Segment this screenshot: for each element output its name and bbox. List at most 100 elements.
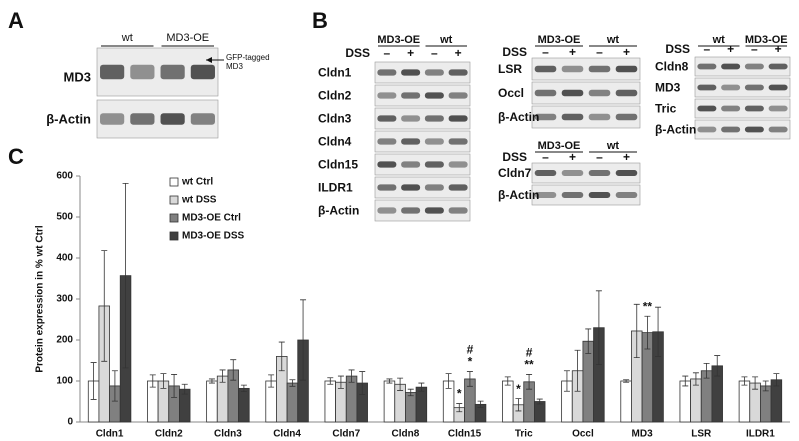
lane-label: + — [569, 45, 576, 59]
blot-strip — [374, 107, 471, 130]
y-tick-label: 500 — [56, 212, 73, 223]
blot-band — [561, 192, 584, 198]
row-label: MD3 — [655, 81, 681, 95]
lane-label: + — [455, 46, 462, 60]
group-label: MD3-OE — [377, 34, 420, 46]
legend-label: MD3-OE Ctrl — [182, 213, 241, 224]
blot-band — [561, 65, 584, 73]
error-bar — [240, 384, 247, 393]
row-label: Cldn3 — [318, 112, 352, 126]
error-bar — [289, 379, 296, 387]
panel-label: A — [8, 8, 24, 33]
group-label: wt — [606, 140, 620, 152]
error-bar — [536, 398, 543, 405]
blot-strip — [694, 77, 791, 98]
lane-label: – — [596, 45, 603, 59]
bar — [383, 380, 396, 423]
bar — [206, 380, 218, 423]
error-bar — [386, 378, 393, 384]
error-bar — [595, 290, 602, 365]
lane-label: + — [727, 42, 734, 56]
blot-band — [534, 192, 557, 198]
blot-band — [448, 69, 468, 76]
x-tick-label: Cldn8 — [392, 429, 420, 440]
row-label: Cldn2 — [318, 89, 352, 103]
row-label: ILDR1 — [318, 181, 353, 195]
y-tick-label: 600 — [56, 171, 73, 182]
row-label: Cldn15 — [318, 158, 358, 172]
error-bar — [714, 355, 721, 377]
blot-band — [377, 69, 397, 76]
error-bar — [348, 369, 355, 383]
significance-mark: # — [467, 343, 474, 357]
treatment-label: DSS — [345, 46, 370, 60]
x-tick-label: ILDR1 — [746, 429, 775, 440]
blot-strip — [694, 56, 791, 77]
group-label: MD3-OE — [538, 34, 581, 46]
blot-band — [448, 161, 468, 168]
error-bar — [111, 370, 118, 402]
significance-mark: ** — [524, 358, 534, 372]
error-bar — [623, 379, 630, 383]
error-bar — [219, 369, 226, 383]
annotation: GFP-tagged — [226, 53, 270, 62]
blot-band — [561, 170, 584, 176]
blot-band — [401, 161, 421, 168]
group-label: MD3-OE — [538, 140, 581, 152]
group-label: MD3-OE — [166, 32, 209, 44]
blot-band — [697, 126, 717, 133]
blot-band — [588, 89, 611, 97]
blot-band — [534, 65, 557, 73]
blot-strip — [531, 162, 641, 184]
blot-strip — [374, 61, 471, 84]
blot-strip — [694, 119, 791, 140]
blot-band — [448, 115, 468, 122]
error-bar — [563, 370, 570, 392]
x-tick-label: Cldn1 — [96, 429, 124, 440]
error-bar — [407, 388, 414, 397]
error-bar — [682, 375, 689, 387]
blot-band — [588, 65, 611, 73]
lane-label: + — [623, 45, 630, 59]
bar — [534, 401, 546, 423]
blot-band — [401, 115, 421, 122]
blot-band — [190, 64, 215, 80]
blot-band — [744, 63, 764, 70]
significance-mark: * — [457, 387, 462, 401]
blot-band — [588, 170, 611, 176]
blot-band — [561, 89, 584, 97]
error-bar — [171, 374, 178, 398]
bar — [738, 380, 751, 423]
group-label: wt — [606, 34, 620, 46]
lane-label: + — [623, 150, 630, 164]
row-label: Tric — [655, 102, 677, 116]
blot-strip — [374, 176, 471, 199]
blot-band — [401, 184, 421, 191]
bar — [679, 380, 692, 423]
x-tick-label: Occl — [572, 429, 594, 440]
group-label: wt — [712, 34, 726, 46]
blot-band — [130, 113, 155, 125]
error-bar — [466, 371, 473, 387]
lane-label: + — [775, 42, 782, 56]
bar — [502, 380, 514, 423]
error-bar — [268, 374, 275, 388]
blot-strip — [374, 199, 471, 222]
blot-band — [768, 84, 788, 91]
treatment-label: DSS — [665, 42, 690, 56]
error-bar — [300, 299, 307, 381]
blot-band — [424, 184, 444, 191]
legend-label: MD3-OE DSS — [182, 231, 245, 242]
row-label: β-Actin — [498, 188, 539, 202]
blot-band — [588, 192, 611, 198]
row-label: Cldn8 — [655, 60, 689, 74]
x-tick-label: MD3 — [632, 429, 654, 440]
error-bar — [773, 373, 780, 387]
x-tick-label: Cldn2 — [155, 429, 183, 440]
blot-band — [744, 105, 764, 112]
bar — [415, 386, 428, 423]
error-bar — [90, 362, 97, 400]
blot-band — [401, 92, 421, 99]
significance-mark: # — [526, 346, 533, 360]
